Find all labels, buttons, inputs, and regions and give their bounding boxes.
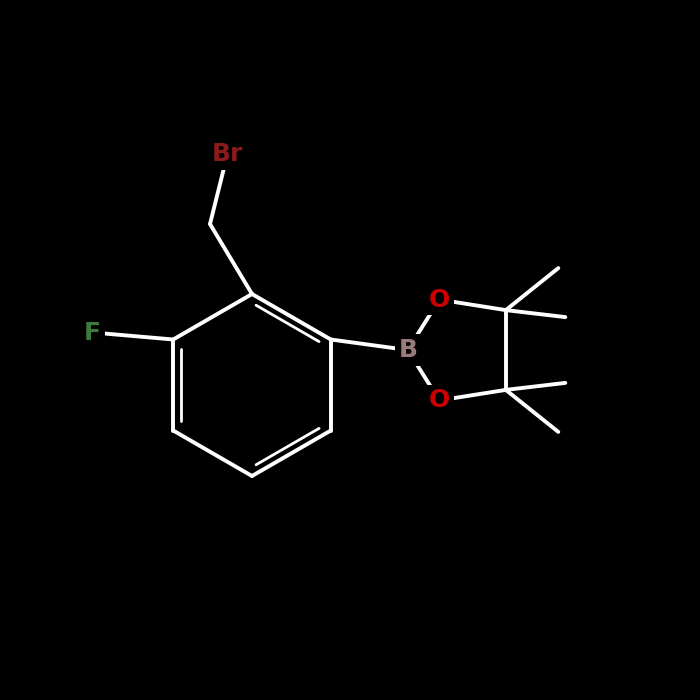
Text: O: O bbox=[428, 288, 450, 312]
Text: O: O bbox=[428, 389, 450, 412]
Text: Br: Br bbox=[212, 142, 243, 166]
Text: B: B bbox=[398, 338, 417, 362]
Text: F: F bbox=[84, 321, 102, 344]
